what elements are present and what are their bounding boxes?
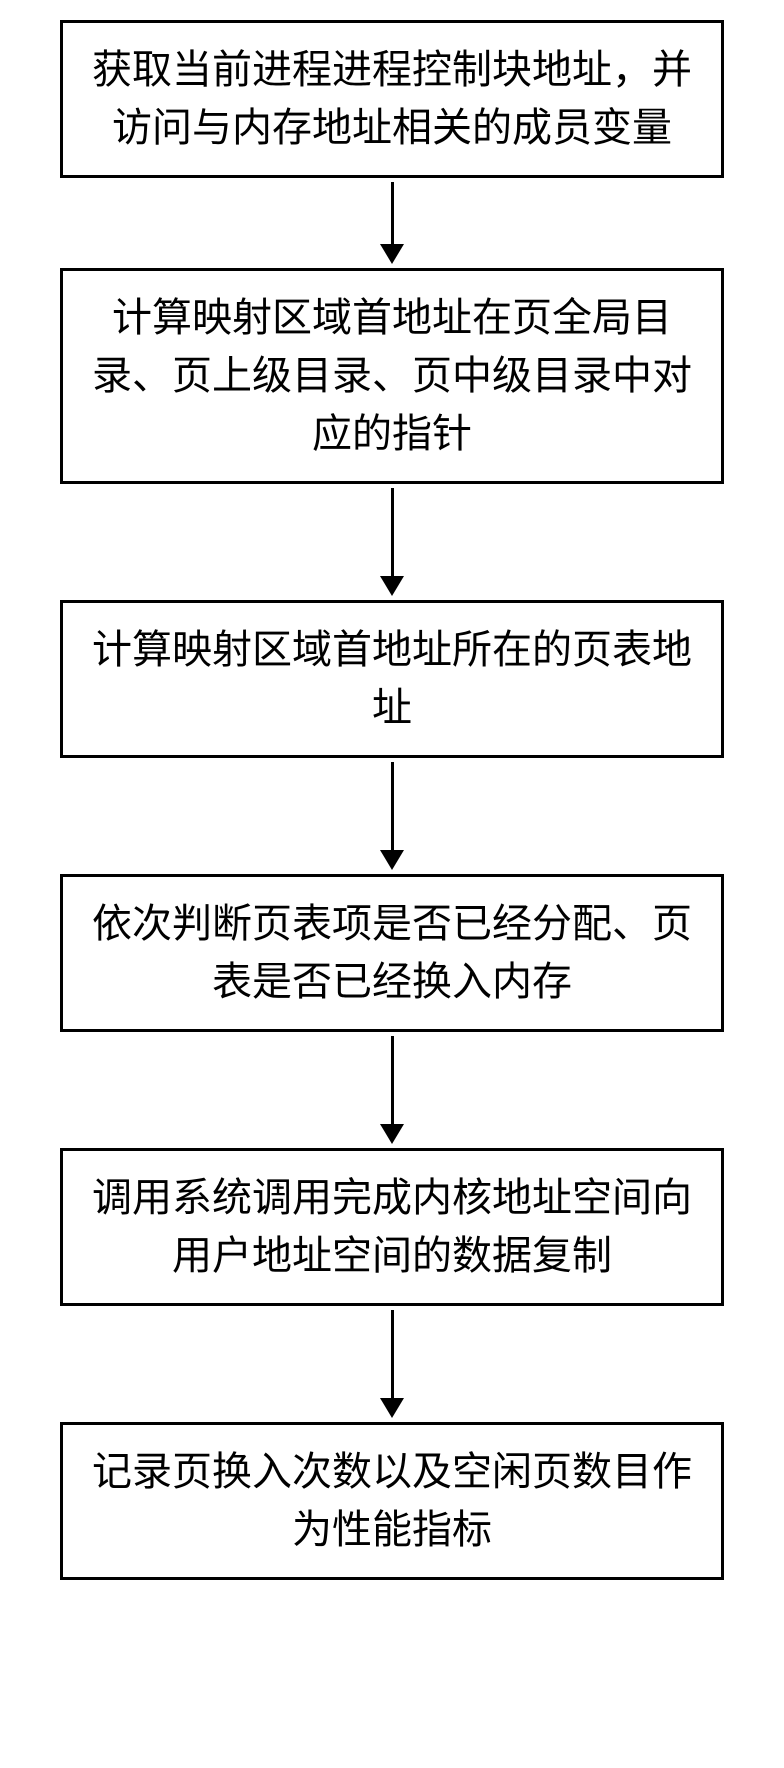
flowchart-container: 获取当前进程进程控制块地址，并访问与内存地址相关的成员变量 计算映射区域首地址在… bbox=[60, 20, 724, 1580]
arrow-head-icon bbox=[380, 850, 404, 870]
arrow-line-icon bbox=[391, 1036, 394, 1124]
flow-node-3: 计算映射区域首地址所在的页表地址 bbox=[60, 600, 724, 758]
arrow-line-icon bbox=[391, 488, 394, 576]
arrow-1 bbox=[380, 182, 404, 264]
arrow-line-icon bbox=[391, 762, 394, 850]
arrow-line-icon bbox=[391, 1310, 394, 1398]
arrow-2 bbox=[380, 488, 404, 596]
flow-node-2: 计算映射区域首地址在页全局目录、页上级目录、页中级目录中对应的指针 bbox=[60, 268, 724, 484]
arrow-head-icon bbox=[380, 1398, 404, 1418]
flow-node-5-text: 调用系统调用完成内核地址空间向用户地址空间的数据复制 bbox=[92, 1175, 692, 1278]
arrow-head-icon bbox=[380, 244, 404, 264]
flow-node-6: 记录页换入次数以及空闲页数目作为性能指标 bbox=[60, 1422, 724, 1580]
flow-node-1-text: 获取当前进程进程控制块地址，并访问与内存地址相关的成员变量 bbox=[92, 47, 692, 150]
flow-node-2-text: 计算映射区域首地址在页全局目录、页上级目录、页中级目录中对应的指针 bbox=[92, 295, 692, 456]
arrow-head-icon bbox=[380, 576, 404, 596]
flow-node-5: 调用系统调用完成内核地址空间向用户地址空间的数据复制 bbox=[60, 1148, 724, 1306]
flow-node-4-text: 依次判断页表项是否已经分配、页表是否已经换入内存 bbox=[92, 901, 692, 1004]
arrow-4 bbox=[380, 1036, 404, 1144]
flow-node-6-text: 记录页换入次数以及空闲页数目作为性能指标 bbox=[92, 1449, 692, 1552]
flow-node-3-text: 计算映射区域首地址所在的页表地址 bbox=[92, 627, 692, 730]
arrow-3 bbox=[380, 762, 404, 870]
arrow-5 bbox=[380, 1310, 404, 1418]
flow-node-1: 获取当前进程进程控制块地址，并访问与内存地址相关的成员变量 bbox=[60, 20, 724, 178]
flow-node-4: 依次判断页表项是否已经分配、页表是否已经换入内存 bbox=[60, 874, 724, 1032]
arrow-line-icon bbox=[391, 182, 394, 244]
arrow-head-icon bbox=[380, 1124, 404, 1144]
